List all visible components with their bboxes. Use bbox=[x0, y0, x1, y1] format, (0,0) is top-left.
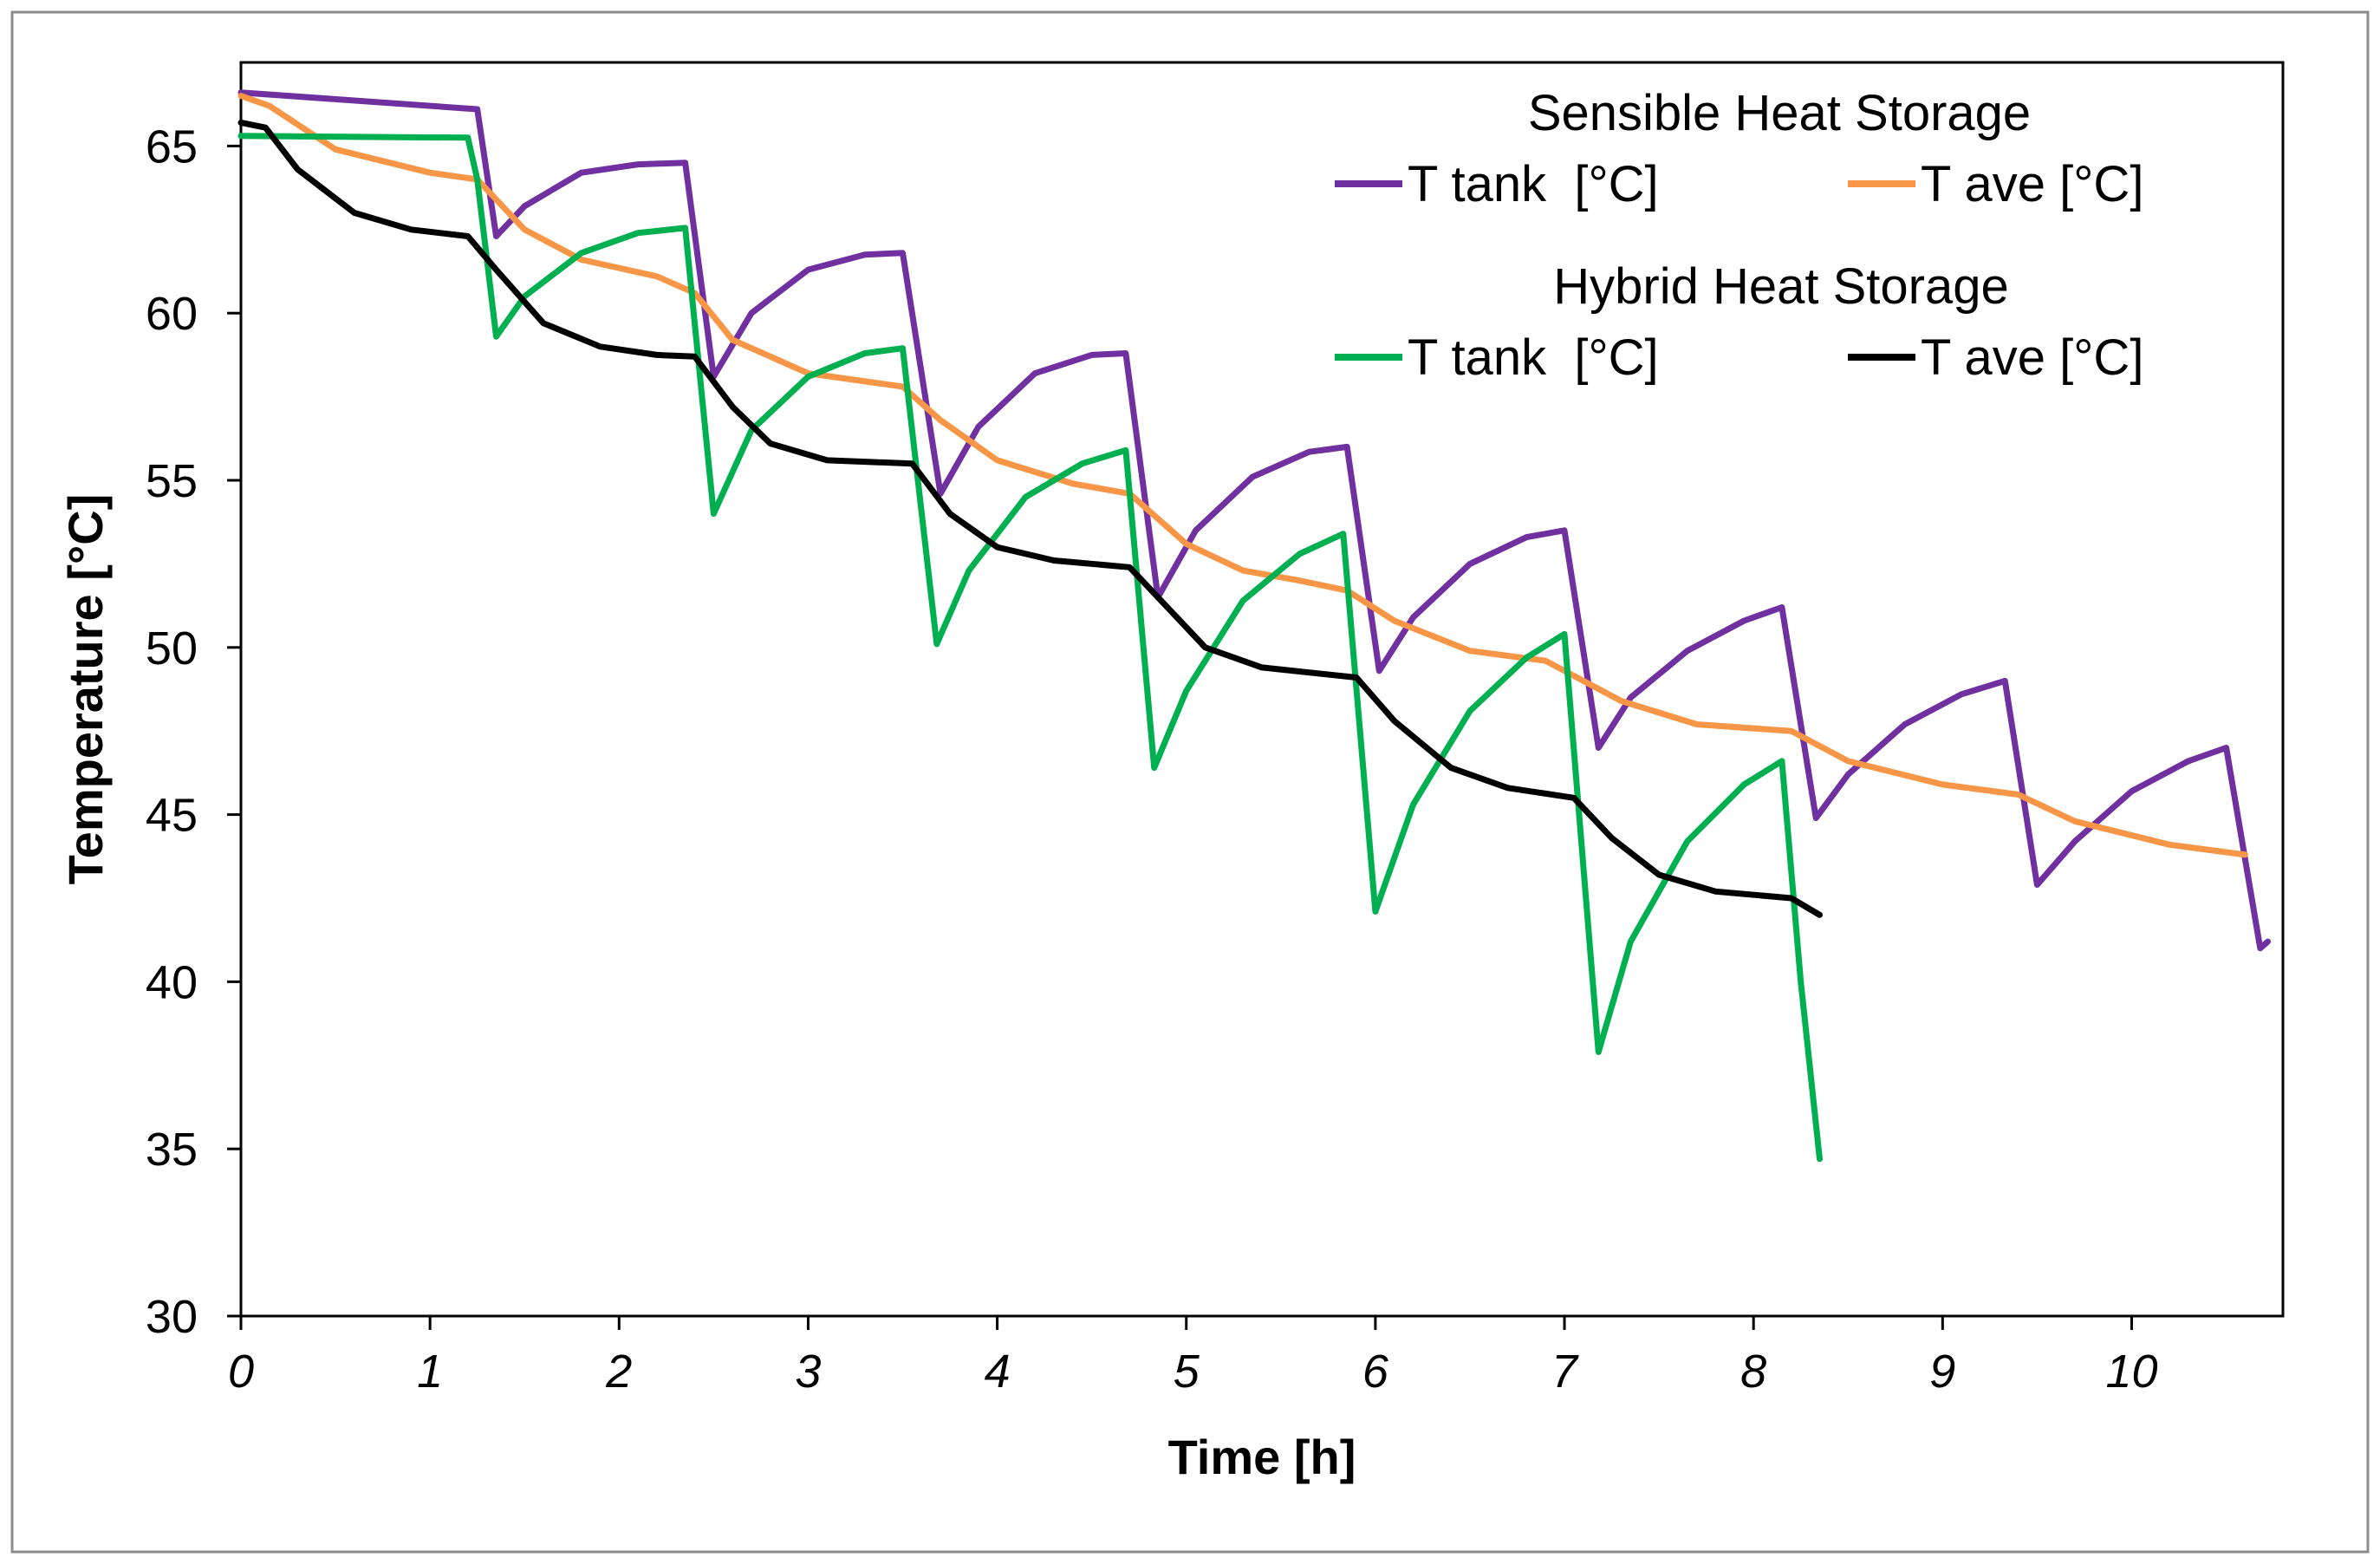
x-tick-label: 9 bbox=[1929, 1346, 1955, 1398]
legend-group-title-hybrid: Hybrid Heat Storage bbox=[1553, 258, 2008, 315]
legend-label-sensible-ave: T ave [°C] bbox=[1921, 156, 2143, 212]
x-tick-label: 8 bbox=[1740, 1346, 1766, 1398]
legend-group-title-sensible: Sensible Heat Storage bbox=[1528, 85, 2031, 141]
x-tick-label: 7 bbox=[1551, 1346, 1579, 1398]
y-tick-label: 60 bbox=[146, 288, 198, 340]
x-tick-label: 0 bbox=[228, 1346, 254, 1398]
y-tick-label: 55 bbox=[146, 455, 198, 507]
series-layer bbox=[237, 89, 2271, 1163]
y-tick-label: 45 bbox=[146, 790, 198, 842]
x-tick-label: 1 bbox=[417, 1346, 443, 1398]
legend-label-hybrid-tank: T tank [°C] bbox=[1408, 329, 1659, 386]
y-axis-title: Temperature [°C] bbox=[58, 494, 113, 885]
series-line-sensible-tank bbox=[237, 89, 2271, 952]
legend-label-hybrid-ave: T ave [°C] bbox=[1921, 329, 2143, 386]
series-line-hybrid-tank bbox=[237, 133, 1823, 1163]
x-tick-label: 10 bbox=[2105, 1346, 2157, 1398]
y-tick-label: 35 bbox=[146, 1124, 198, 1176]
x-tick-label: 6 bbox=[1362, 1346, 1389, 1398]
x-tick-label: 4 bbox=[985, 1346, 1011, 1398]
y-tick-label: 50 bbox=[146, 622, 198, 674]
y-tick-label: 65 bbox=[146, 121, 198, 173]
y-tick-label: 40 bbox=[146, 956, 198, 1008]
series-line-hybrid-ave bbox=[237, 119, 1823, 918]
plot-area bbox=[239, 61, 2285, 1318]
x-tick-label: 5 bbox=[1174, 1346, 1200, 1398]
series-line-sensible-ave bbox=[237, 93, 2248, 858]
legend: Sensible Heat Storage T tank [°C] T ave … bbox=[1335, 85, 2143, 386]
y-tick-label: 30 bbox=[146, 1291, 198, 1343]
x-axis-title: Time [h] bbox=[1168, 1430, 1356, 1484]
x-tick-label: 2 bbox=[605, 1346, 632, 1398]
x-tick-label: 3 bbox=[795, 1346, 821, 1398]
legend-label-sensible-tank: T tank [°C] bbox=[1408, 156, 1659, 212]
figure-border bbox=[10, 10, 2370, 1554]
